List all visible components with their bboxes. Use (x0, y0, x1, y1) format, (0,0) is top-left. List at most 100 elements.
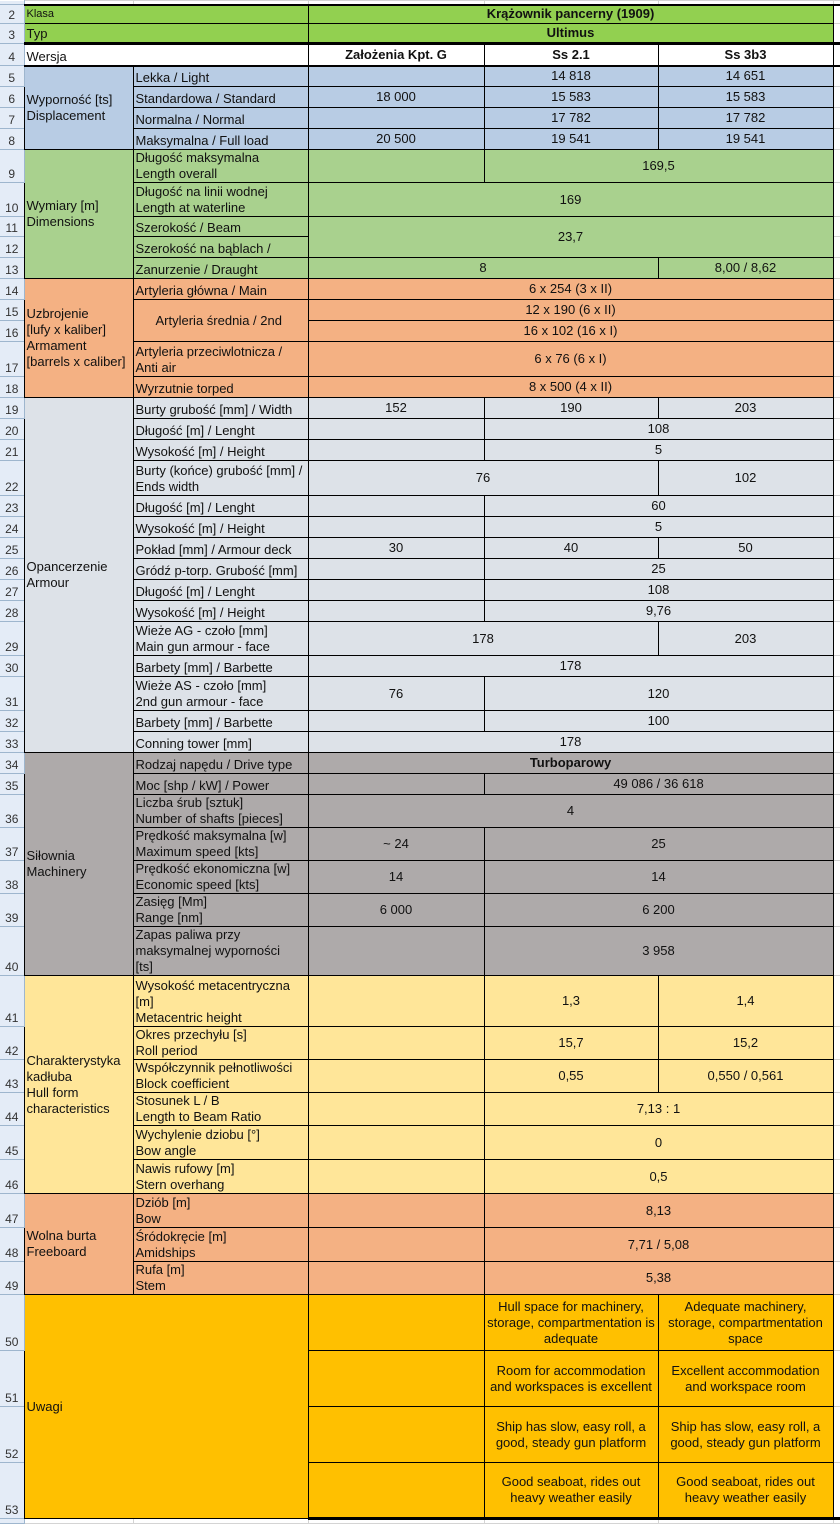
value-cell[interactable]: 40 (483, 537, 659, 559)
value-cell[interactable] (307, 516, 485, 538)
empty-cell[interactable] (832, 752, 840, 774)
empty-cell[interactable] (832, 1518, 840, 1524)
row-header[interactable]: 26 (0, 558, 25, 580)
value-cell[interactable]: 178 (307, 621, 659, 656)
value-cell[interactable]: 6 200 (483, 893, 834, 927)
value-cell[interactable]: 25 (483, 558, 834, 580)
value-cell[interactable]: 0,5 (483, 1159, 834, 1194)
row-label[interactable]: Wyrzutnie torped (132, 376, 309, 398)
row-header[interactable]: 53 (0, 1462, 25, 1519)
row-header[interactable]: 15 (0, 299, 25, 321)
row-label[interactable]: Długość [m] / Lenght (132, 418, 309, 440)
row-label[interactable]: Długość maksymalna Length overall (132, 149, 309, 183)
value-cell[interactable]: 15 583 (657, 86, 834, 108)
row-header[interactable]: 28 (0, 600, 25, 622)
row-header[interactable]: 17 (0, 341, 25, 377)
empty-cell[interactable] (832, 1227, 840, 1262)
row-label[interactable]: Barbety [mm] / Barbette (132, 710, 309, 732)
empty-cell[interactable] (832, 149, 840, 183)
empty-cell[interactable] (832, 182, 840, 217)
value-cell[interactable] (307, 1092, 485, 1126)
empty-cell[interactable] (832, 236, 840, 258)
row-header[interactable]: 42 (0, 1026, 25, 1060)
value-cell[interactable]: 3 958 (483, 926, 834, 976)
row-header[interactable]: 20 (0, 418, 25, 440)
version-header[interactable]: Założenia Kpt. G (307, 43, 485, 66)
empty-cell[interactable] (832, 418, 840, 440)
row-label[interactable]: Moc [shp / kW] / Power (132, 773, 309, 795)
value-cell[interactable] (307, 1350, 485, 1407)
empty-cell[interactable] (832, 860, 840, 894)
empty-cell[interactable] (832, 257, 840, 279)
empty-cell[interactable] (832, 107, 840, 129)
row-header[interactable]: 27 (0, 579, 25, 601)
value-cell[interactable]: 8,00 / 8,62 (657, 257, 834, 279)
row-header[interactable]: 18 (0, 376, 25, 398)
value-cell[interactable] (307, 1406, 485, 1463)
row-label[interactable]: Artyleria główna / Main (132, 278, 309, 300)
row-header[interactable]: 4 (0, 43, 25, 66)
row-label[interactable]: Barbety [mm] / Barbette (132, 655, 309, 677)
value-cell[interactable]: 1,3 (483, 975, 659, 1027)
empty-cell[interactable] (832, 216, 840, 237)
value-cell[interactable]: 17 782 (483, 107, 659, 129)
empty-cell[interactable] (832, 376, 840, 398)
row-header[interactable]: 49 (0, 1261, 25, 1295)
empty-cell[interactable] (832, 773, 840, 795)
empty-cell[interactable] (832, 558, 840, 580)
value-cell[interactable]: 23,7 (307, 216, 834, 258)
value-cell[interactable]: 5 (483, 516, 834, 538)
row-header[interactable]: 14 (0, 278, 25, 300)
value-cell[interactable] (307, 773, 485, 795)
empty-cell[interactable] (23, 1518, 134, 1524)
row-header[interactable]: 44 (0, 1092, 25, 1126)
empty-cell[interactable] (832, 460, 840, 496)
value-cell[interactable]: 19 541 (657, 128, 834, 150)
value-cell[interactable]: 14 (307, 860, 485, 894)
row-header[interactable]: 40 (0, 926, 25, 976)
row-label[interactable]: Wysokość metacentryczna [m] Metacentric … (132, 975, 309, 1027)
row-header[interactable]: 5 (0, 65, 25, 87)
value-cell[interactable]: Hull space for machinery, storage, compa… (483, 1294, 659, 1351)
row-header[interactable]: 41 (0, 975, 25, 1027)
value-cell[interactable]: 178 (307, 731, 834, 753)
value-cell[interactable]: Room for accommodation and workspaces is… (483, 1350, 659, 1407)
row-header[interactable]: 12 (0, 236, 25, 258)
empty-cell[interactable] (832, 600, 840, 622)
value-cell[interactable]: 18 000 (307, 86, 485, 108)
row-header[interactable]: 35 (0, 773, 25, 795)
value-cell[interactable] (307, 975, 485, 1027)
value-cell[interactable] (307, 1193, 485, 1228)
typ-value[interactable]: Ultimus (307, 23, 834, 45)
row-header[interactable]: 6 (0, 86, 25, 108)
empty-cell[interactable] (832, 439, 840, 461)
empty-cell[interactable] (832, 278, 840, 300)
row-header[interactable]: 22 (0, 460, 25, 496)
row-label[interactable]: Wychylenie dziobu [°] Bow angle (132, 1125, 309, 1160)
row-header[interactable]: 32 (0, 710, 25, 732)
empty-cell[interactable] (832, 1350, 840, 1407)
row-label[interactable]: Długość [m] / Lenght (132, 579, 309, 601)
row-header[interactable]: 38 (0, 860, 25, 894)
row-header[interactable]: 31 (0, 676, 25, 711)
value-cell[interactable] (307, 64, 485, 87)
row-label[interactable]: Artyleria przeciwlotnicza / Anti air (132, 341, 309, 377)
value-cell[interactable]: 14 818 (483, 64, 659, 87)
row-label[interactable]: Maksymalna / Full load (132, 128, 309, 150)
row-label[interactable]: Rufa [m] Stem (132, 1261, 309, 1295)
value-cell[interactable]: 14 651 (657, 64, 834, 87)
empty-cell[interactable] (832, 1462, 840, 1520)
row-label[interactable]: Burty grubość [mm] / Width (132, 397, 309, 419)
row-label[interactable]: Burty (końce) grubość [mm] / Ends width (132, 460, 309, 496)
empty-cell[interactable] (832, 731, 840, 753)
row-header[interactable]: 36 (0, 794, 25, 828)
row-label[interactable]: Długość na linii wodnej Length at waterl… (132, 182, 309, 217)
row-header[interactable]: 46 (0, 1159, 25, 1194)
value-cell[interactable]: 6 x 254 (3 x II) (307, 278, 834, 300)
row-label[interactable]: Szerokość / Beam (132, 216, 309, 237)
value-cell[interactable]: 169 (307, 182, 834, 217)
row-label[interactable]: Pokład [mm] / Armour deck (132, 537, 309, 559)
empty-cell[interactable] (832, 579, 840, 601)
row-header[interactable]: 16 (0, 320, 25, 342)
row-header[interactable]: 51 (0, 1350, 25, 1407)
